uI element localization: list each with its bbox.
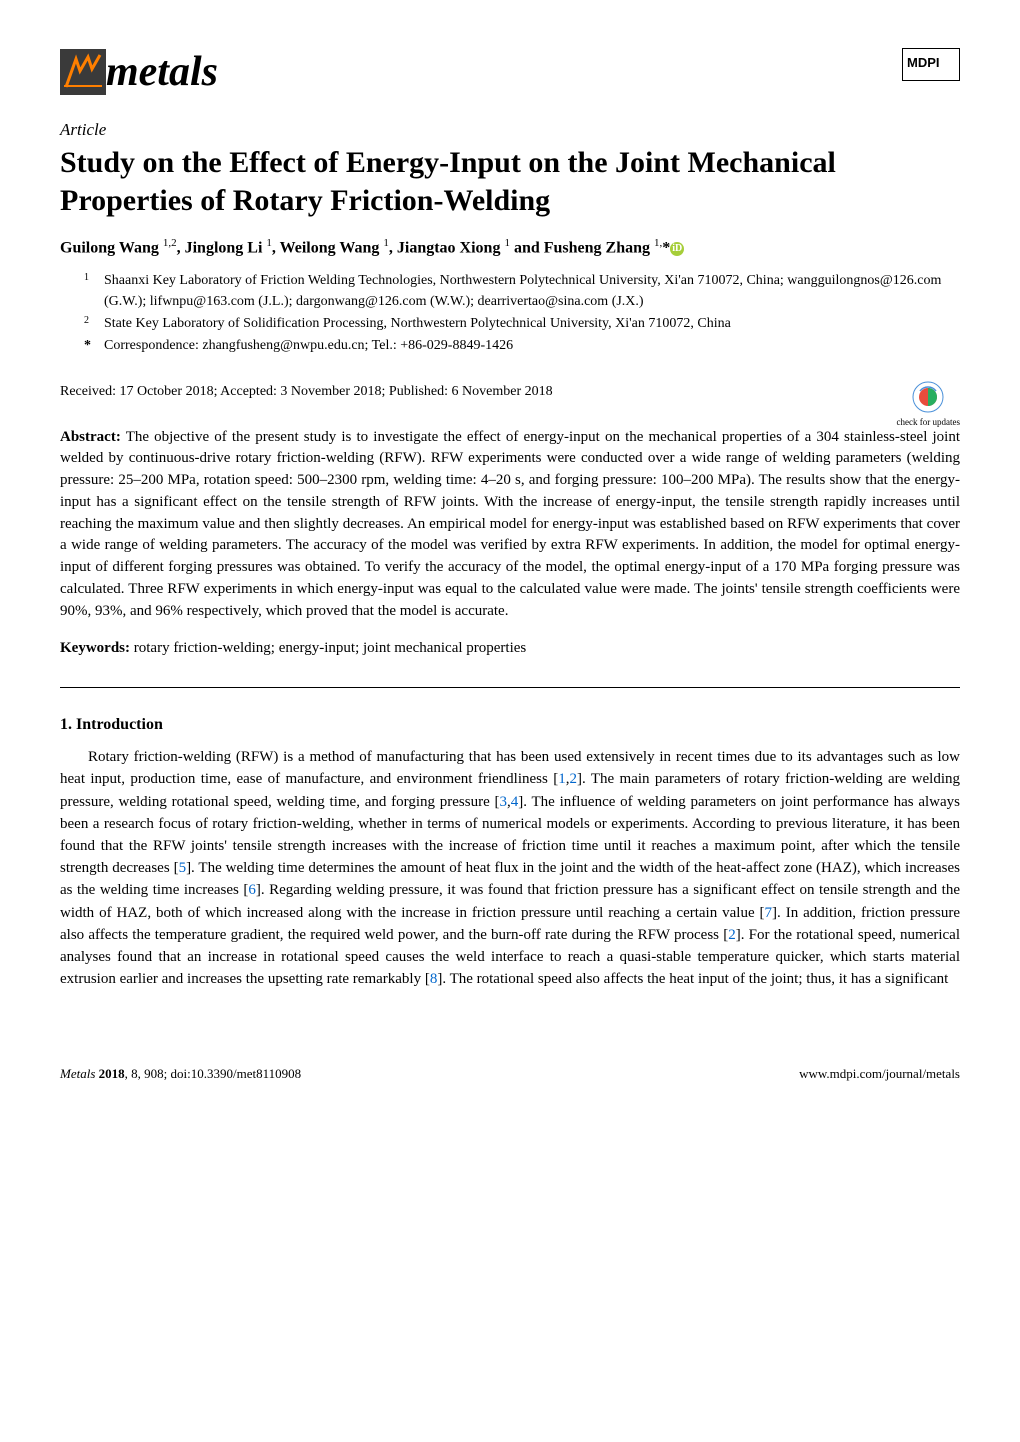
article-title: Study on the Effect of Energy-Input on t… <box>60 144 960 219</box>
authors-line: Guilong Wang 1,2, Jinglong Li 1, Weilong… <box>60 237 960 257</box>
affiliation-1: 1 Shaanxi Key Laboratory of Friction Wel… <box>84 271 960 312</box>
correspondence-row: * Correspondence: zhangfusheng@nwpu.edu.… <box>84 336 960 356</box>
cite-2b[interactable]: 2 <box>728 927 736 943</box>
mdpi-icon: MDPI <box>907 51 955 73</box>
dates-row: Received: 17 October 2018; Accepted: 3 N… <box>60 379 960 427</box>
affiliations-block: 1 Shaanxi Key Laboratory of Friction Wel… <box>84 271 960 356</box>
footer-left: Metals 2018, 8, 908; doi:10.3390/met8110… <box>60 1066 301 1082</box>
affiliation-1-text: Shaanxi Key Laboratory of Friction Weldi… <box>104 271 960 312</box>
cite-7[interactable]: 7 <box>765 905 773 921</box>
orcid-icon[interactable]: iD <box>670 242 684 256</box>
section-1-heading: 1. Introduction <box>60 716 960 734</box>
abstract-label: Abstract: <box>60 429 121 445</box>
check-updates-badge[interactable]: check for updates <box>897 379 960 427</box>
abstract-block: Abstract: The objective of the present s… <box>60 427 960 623</box>
cite-2[interactable]: 2 <box>569 771 577 787</box>
check-updates-label: check for updates <box>897 417 960 427</box>
publisher-logo: MDPI <box>902 48 960 81</box>
cite-1[interactable]: 1 <box>558 771 566 787</box>
affiliation-2-text: State Key Laboratory of Solidification P… <box>104 314 960 334</box>
metals-logo-icon <box>60 49 106 95</box>
affiliation-2: 2 State Key Laboratory of Solidification… <box>84 314 960 334</box>
cite-5[interactable]: 5 <box>179 860 187 876</box>
cite-3[interactable]: 3 <box>500 794 508 810</box>
keywords-text: rotary friction-welding; energy-input; j… <box>134 640 527 656</box>
page-footer: Metals 2018, 8, 908; doi:10.3390/met8110… <box>60 1060 960 1082</box>
cite-4[interactable]: 4 <box>511 794 519 810</box>
footer-right[interactable]: www.mdpi.com/journal/metals <box>799 1066 960 1082</box>
footer-journal: Metals <box>60 1066 95 1081</box>
cite-8[interactable]: 8 <box>430 971 438 987</box>
keywords-block: Keywords: rotary friction-welding; energ… <box>60 640 960 657</box>
publication-dates: Received: 17 October 2018; Accepted: 3 N… <box>60 384 553 400</box>
footer-year: 2018 <box>99 1066 125 1081</box>
abstract-text: The objective of the present study is to… <box>60 429 960 619</box>
divider-rule <box>60 687 960 688</box>
correspondence-text: Correspondence: zhangfusheng@nwpu.edu.cn… <box>104 336 960 356</box>
article-type-label: Article <box>60 120 960 140</box>
header-row: metals MDPI <box>60 48 960 96</box>
check-updates-icon <box>910 379 946 415</box>
journal-logo: metals <box>60 48 218 96</box>
svg-text:MDPI: MDPI <box>907 55 940 70</box>
cite-6[interactable]: 6 <box>248 882 256 898</box>
journal-name: metals <box>106 48 218 96</box>
footer-citation: , 8, 908; doi:10.3390/met8110908 <box>125 1066 301 1081</box>
keywords-label: Keywords: <box>60 640 130 656</box>
section-1-paragraph: Rotary friction-welding (RFW) is a metho… <box>60 746 960 990</box>
